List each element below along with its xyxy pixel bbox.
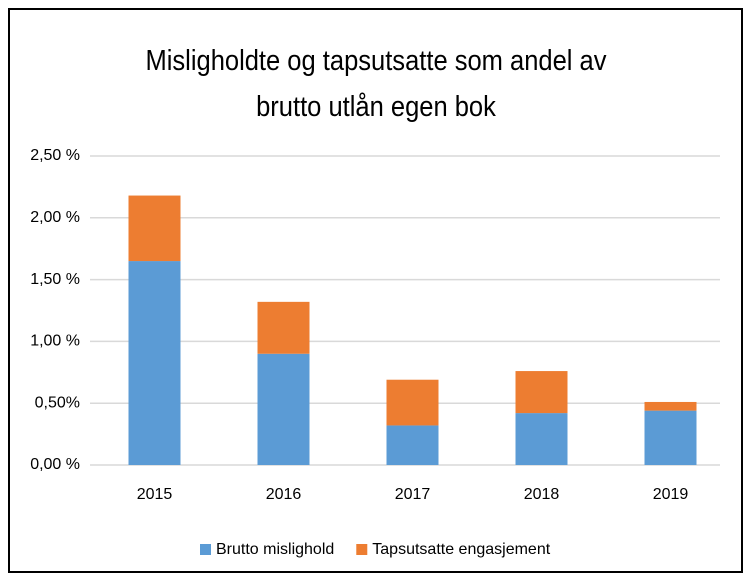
- legend-label: Tapsutsatte engasjement: [372, 541, 550, 558]
- bar-segment: [257, 353, 310, 465]
- y-tick-label: 1,00 %: [30, 333, 80, 350]
- bar-segment: [515, 371, 568, 414]
- x-tick-label: 2017: [395, 486, 431, 503]
- legend-swatch: [200, 544, 211, 555]
- bar-segment: [644, 401, 697, 411]
- y-tick-label: 2,50 %: [30, 147, 80, 164]
- bar-segment: [128, 195, 181, 262]
- x-tick-label: 2019: [653, 486, 689, 503]
- x-tick-label: 2016: [266, 486, 302, 503]
- y-tick-label: 1,50 %: [30, 271, 80, 288]
- bar-segment: [128, 261, 181, 465]
- bar-segment: [257, 301, 310, 354]
- y-tick-label: 2,00 %: [30, 209, 80, 226]
- y-tick-label: 0,50%: [35, 394, 80, 411]
- legend-swatch: [356, 544, 368, 555]
- bar-segment: [644, 410, 697, 465]
- chart-title: Misligholdte og tapsutsatte som andel av…: [145, 45, 607, 123]
- bar-segment: [386, 425, 439, 465]
- bar-segment: [515, 413, 568, 465]
- legend-label: Brutto mislighold: [216, 541, 334, 558]
- bar-segment: [386, 379, 439, 426]
- y-tick-label: 0,00 %: [30, 456, 80, 473]
- x-tick-label: 2015: [137, 486, 173, 503]
- x-tick-label: 2018: [524, 486, 560, 503]
